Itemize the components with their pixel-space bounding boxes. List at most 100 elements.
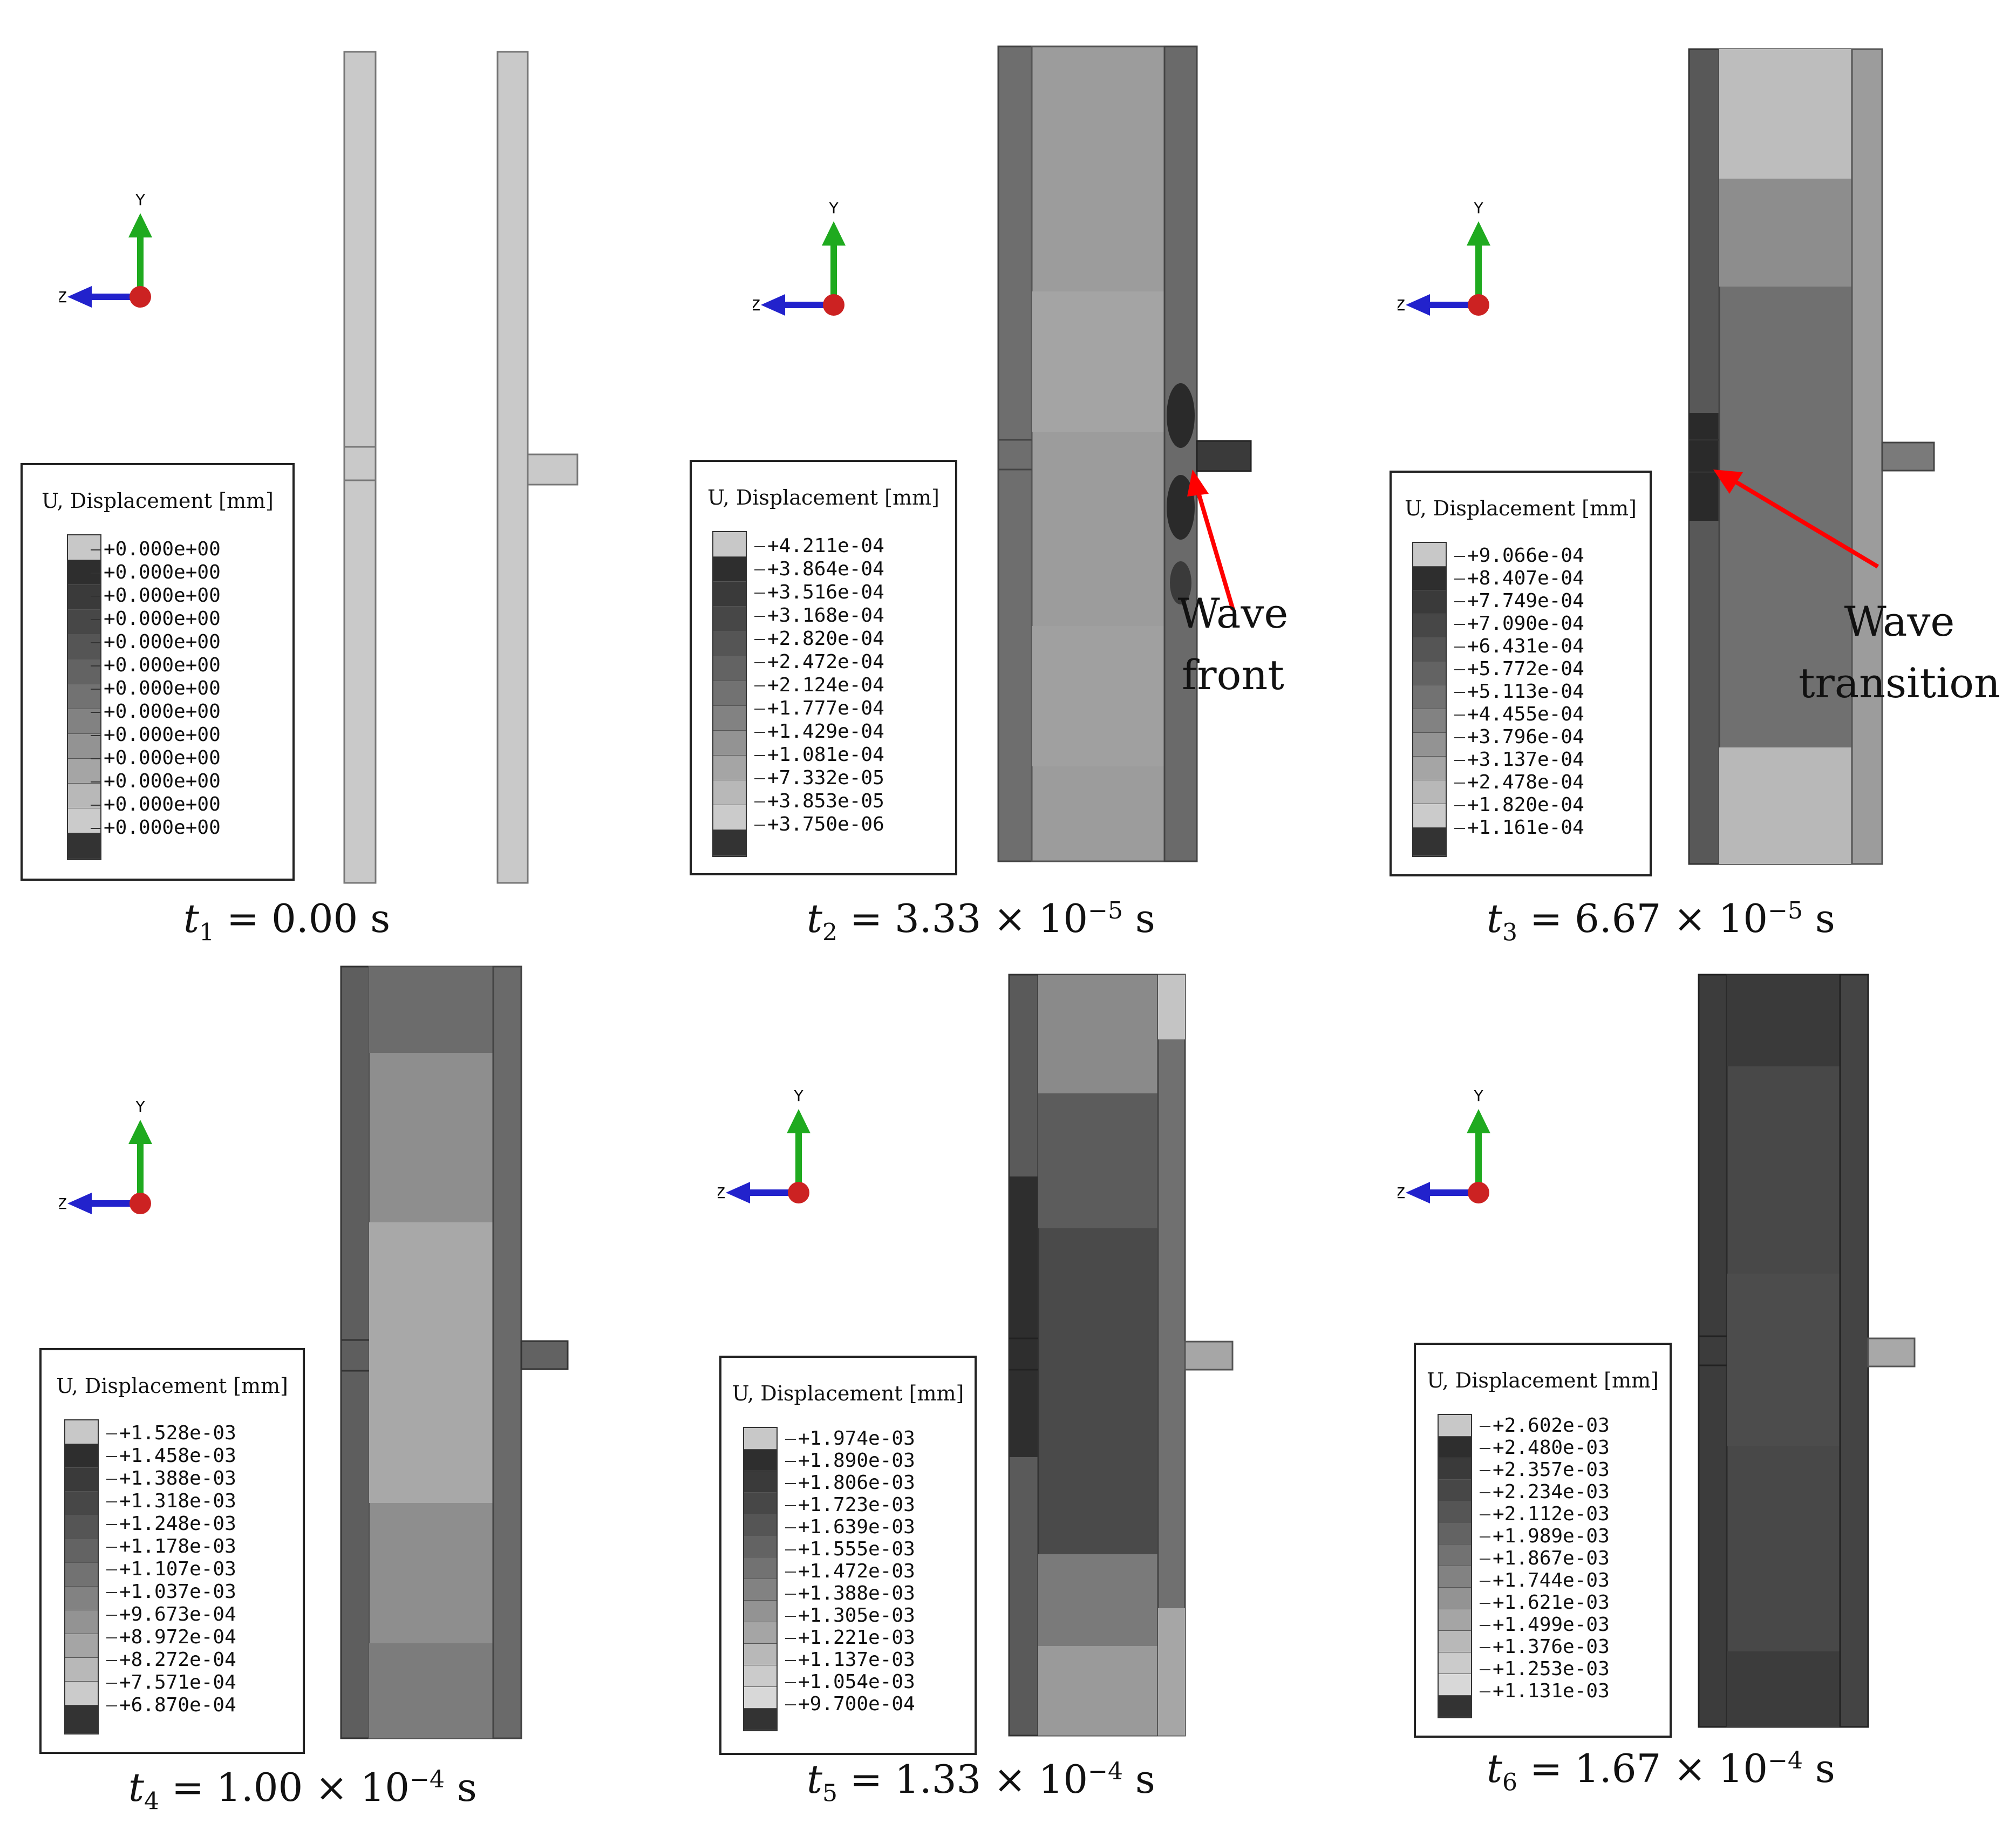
triad-axes: Y Z bbox=[59, 191, 152, 308]
time-sub: 5 bbox=[822, 1779, 837, 1807]
legend-value: +1.867e-03 bbox=[1480, 1547, 1610, 1569]
legend-value: +1.107e-03 bbox=[106, 1558, 236, 1580]
legend-color-bar bbox=[1412, 542, 1447, 857]
time-value: = 3.33 × 10 bbox=[849, 896, 1088, 941]
time-unit: s bbox=[1802, 896, 1835, 941]
legend-values: +1.528e-03 +1.458e-03 +1.388e-03 +1.318e… bbox=[106, 1419, 236, 1715]
time-exponent: −5 bbox=[1088, 897, 1123, 924]
arrow-icon bbox=[1187, 470, 1235, 611]
legend-value: +0.000e+00 bbox=[91, 677, 221, 699]
legend-value: +3.168e-04 bbox=[754, 604, 884, 627]
legend-value: +0.000e+00 bbox=[91, 538, 221, 560]
time-value: = 1.67 × 10 bbox=[1529, 1746, 1768, 1791]
legend-value: +1.178e-03 bbox=[106, 1535, 236, 1557]
legend-value: +9.066e-04 bbox=[1454, 545, 1584, 567]
svg-text:Z: Z bbox=[718, 1184, 725, 1202]
svg-text:Z: Z bbox=[59, 1195, 67, 1213]
legend-value: +0.000e+00 bbox=[91, 584, 221, 607]
svg-text:Y: Y bbox=[1473, 1087, 1483, 1105]
legend-values: +0.000e+00 +0.000e+00 +0.000e+00 +0.000e… bbox=[91, 534, 221, 839]
legend-value: +1.081e-04 bbox=[754, 744, 884, 766]
time-exponent: −4 bbox=[1768, 1747, 1803, 1774]
triad-axes: Y Z bbox=[1398, 199, 1490, 316]
legend-value: +0.000e+00 bbox=[91, 793, 221, 815]
legend-value: +2.602e-03 bbox=[1480, 1414, 1610, 1437]
legend-value: +1.221e-03 bbox=[785, 1627, 915, 1649]
legend-title: U, Displacement [mm] bbox=[707, 486, 939, 509]
legend-value: +0.000e+00 bbox=[91, 724, 221, 746]
legend-value: +1.376e-03 bbox=[1480, 1636, 1610, 1658]
svg-text:Y: Y bbox=[828, 199, 839, 217]
legend-value: +5.772e-04 bbox=[1454, 658, 1584, 680]
legend-value: +4.211e-04 bbox=[754, 535, 884, 557]
legend-box: U, Displacement [mm] +4.211e-04 +3.864e-… bbox=[690, 460, 957, 875]
legend-value: +1.499e-03 bbox=[1480, 1614, 1610, 1636]
legend-value: +1.820e-04 bbox=[1454, 794, 1584, 816]
legend-value: +0.000e+00 bbox=[91, 747, 221, 769]
time-value: = 1.00 × 10 bbox=[171, 1765, 410, 1810]
legend-value: +7.332e-05 bbox=[754, 767, 884, 789]
legend-value: +1.890e-03 bbox=[785, 1450, 915, 1472]
legend-color-bar bbox=[743, 1427, 778, 1731]
legend-value: +7.749e-04 bbox=[1454, 590, 1584, 612]
legend-value: +8.272e-04 bbox=[106, 1649, 236, 1671]
legend-value: +1.131e-03 bbox=[1480, 1680, 1610, 1702]
fe-model-contour bbox=[1008, 974, 1234, 1737]
legend-value: +1.974e-03 bbox=[785, 1427, 915, 1450]
legend-value: +0.000e+00 bbox=[91, 770, 221, 792]
time-var: t bbox=[807, 1757, 822, 1802]
triad-axes: Y Z bbox=[1398, 1087, 1490, 1203]
svg-text:Z: Z bbox=[59, 288, 67, 306]
legend-value: +1.528e-03 bbox=[106, 1422, 236, 1444]
time-label: t6 = 1.67 × 10−4 s bbox=[1487, 1746, 1835, 1796]
triad-axes: Y Z bbox=[753, 199, 846, 316]
legend-color-bar bbox=[64, 1419, 99, 1734]
time-exponent: −4 bbox=[1088, 1758, 1123, 1785]
time-label: t1 = 0.00 s bbox=[183, 896, 390, 946]
svg-text:Z: Z bbox=[753, 296, 760, 314]
legend-value: +1.318e-03 bbox=[106, 1490, 236, 1512]
svg-text:Y: Y bbox=[793, 1087, 803, 1105]
legend-value: +1.054e-03 bbox=[785, 1671, 915, 1693]
legend-value: +0.000e+00 bbox=[91, 817, 221, 839]
legend-value: +2.357e-03 bbox=[1480, 1459, 1610, 1481]
legend-title: U, Displacement [mm] bbox=[732, 1382, 964, 1405]
legend-value: +1.388e-03 bbox=[106, 1467, 236, 1489]
legend-value: +2.124e-04 bbox=[754, 674, 884, 696]
time-unit: s bbox=[444, 1765, 477, 1810]
fe-model-undeformed bbox=[343, 51, 578, 884]
triad-axes: Y Z bbox=[718, 1087, 811, 1203]
legend-value: +1.161e-04 bbox=[1454, 817, 1584, 839]
legend-value: +1.744e-03 bbox=[1480, 1569, 1610, 1591]
legend-value: +2.112e-03 bbox=[1480, 1503, 1610, 1525]
legend-value: +3.750e-06 bbox=[754, 813, 884, 835]
svg-text:Z: Z bbox=[1398, 296, 1405, 314]
legend-value: +0.000e+00 bbox=[91, 654, 221, 676]
time-sub: 6 bbox=[1502, 1768, 1517, 1797]
arrow-icon bbox=[1713, 470, 1879, 569]
time-value: = 1.33 × 10 bbox=[849, 1757, 1088, 1802]
legend-value: +2.478e-04 bbox=[1454, 771, 1584, 793]
legend-value: +1.253e-03 bbox=[1480, 1658, 1610, 1680]
legend-box: U, Displacement [mm] +1.974e-03 +1.890e-… bbox=[719, 1356, 977, 1755]
legend-value: +1.248e-03 bbox=[106, 1513, 236, 1535]
legend-value: +0.000e+00 bbox=[91, 700, 221, 723]
legend-value: +1.555e-03 bbox=[785, 1538, 915, 1560]
legend-values: +4.211e-04 +3.864e-04 +3.516e-04 +3.168e… bbox=[754, 531, 884, 835]
legend-value: +1.723e-03 bbox=[785, 1494, 915, 1516]
legend-value: +3.853e-05 bbox=[754, 790, 884, 812]
legend-box: U, Displacement [mm] +9.066e-04 +8.407e-… bbox=[1390, 471, 1652, 876]
svg-text:Y: Y bbox=[1473, 199, 1483, 217]
legend-title: U, Displacement [mm] bbox=[56, 1374, 288, 1398]
legend-value: +7.090e-04 bbox=[1454, 613, 1584, 635]
legend-value: +9.673e-04 bbox=[106, 1603, 236, 1625]
legend-value: +1.388e-03 bbox=[785, 1582, 915, 1604]
time-unit: s bbox=[1122, 896, 1155, 941]
legend-value: +7.571e-04 bbox=[106, 1671, 236, 1693]
legend-value: +1.989e-03 bbox=[1480, 1525, 1610, 1547]
svg-text:Y: Y bbox=[135, 1098, 145, 1115]
legend-box: U, Displacement [mm] +1.528e-03 +1.458e-… bbox=[39, 1348, 305, 1754]
triad-axes: Y Z bbox=[59, 1098, 152, 1214]
time-label: t3 = 6.67 × 10−5 s bbox=[1487, 896, 1835, 946]
legend-value: +5.113e-04 bbox=[1454, 681, 1584, 703]
